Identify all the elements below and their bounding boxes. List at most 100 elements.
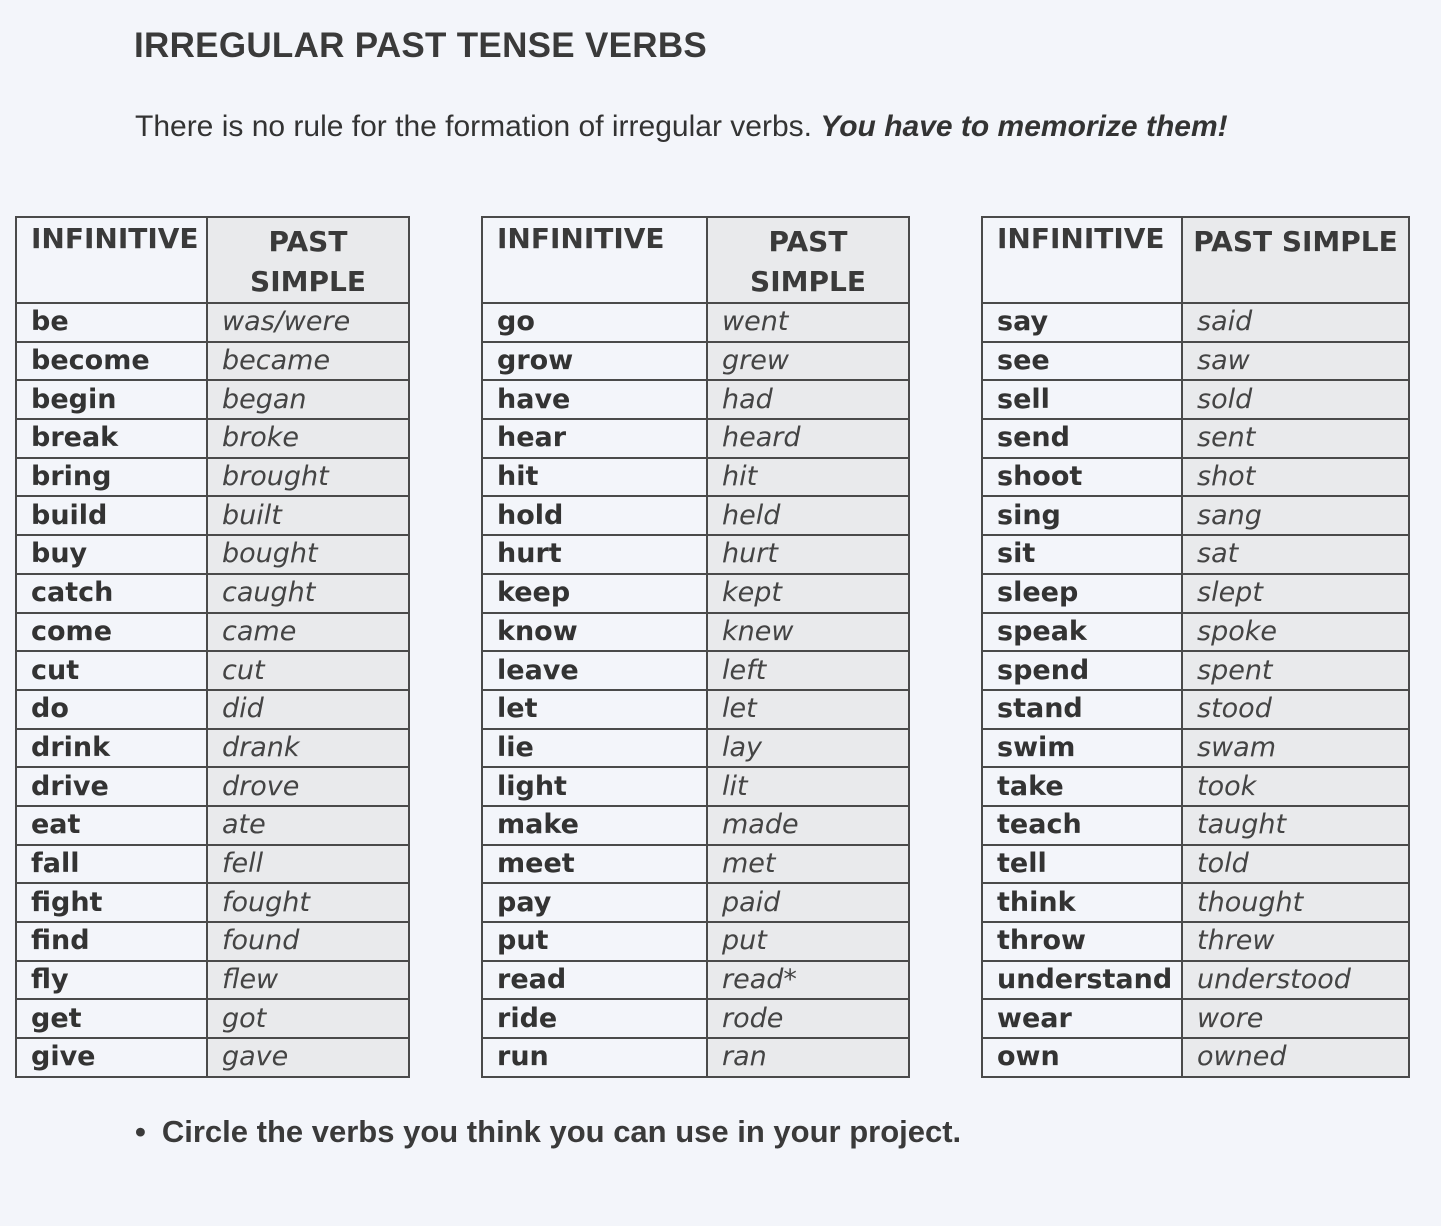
table-row: catch caught [15, 572, 410, 614]
bullet-icon: • [135, 1114, 146, 1149]
infinitive-cell: do [15, 688, 208, 730]
past-simple-cell: cut [206, 650, 410, 691]
infinitive-cell: own [981, 1037, 1183, 1078]
infinitive-cell: break [15, 418, 208, 459]
table-row: fight fought [15, 882, 410, 923]
infinitive-cell: hear [481, 418, 708, 459]
infinitive-cell: become [15, 340, 208, 382]
past-simple-cell: hurt [706, 534, 910, 575]
past-simple-cell: held [706, 495, 910, 537]
table-row: see saw [981, 340, 1410, 382]
table-row: sing sang [981, 495, 1410, 537]
page-title: IRREGULAR PAST TENSE VERBS [134, 26, 708, 65]
past-simple-cell: threw [1181, 921, 1410, 962]
infinitive-cell: hit [481, 456, 708, 498]
infinitive-cell: drink [15, 727, 208, 769]
table-row: begin began [15, 379, 410, 421]
intro-text: There is no rule for the formation of ir… [135, 110, 812, 143]
infinitive-cell: read [481, 959, 708, 1001]
header-past-simple: PAST SIMPLE [706, 216, 910, 304]
past-simple-cell: sold [1181, 379, 1410, 421]
infinitive-cell: sell [981, 379, 1183, 421]
intro-paragraph: There is no rule for the formation of ir… [135, 108, 1285, 146]
table-row: drink drank [15, 727, 410, 769]
table-row: understand understood [981, 959, 1410, 1001]
table-row: hurt hurt [481, 534, 910, 575]
table-row: run ran [481, 1037, 910, 1078]
infinitive-cell: know [481, 611, 708, 653]
past-simple-cell: broke [206, 418, 410, 459]
past-simple-cell: heard [706, 418, 910, 459]
past-simple-cell: told [1181, 843, 1410, 885]
table-row: pay paid [481, 882, 910, 923]
table-row: drive drove [15, 766, 410, 807]
past-simple-cell: read* [706, 959, 910, 1001]
infinitive-cell: make [481, 804, 708, 846]
past-simple-cell: took [1181, 766, 1410, 807]
infinitive-cell: shoot [981, 456, 1183, 498]
header-past-simple: PAST SIMPLE [1181, 216, 1410, 304]
past-simple-cell: stood [1181, 688, 1410, 730]
table-row: keep kept [481, 572, 910, 614]
infinitive-cell: fight [15, 882, 208, 923]
past-simple-cell: saw [1181, 340, 1410, 382]
table-row: buy bought [15, 534, 410, 575]
table-row: put put [481, 921, 910, 962]
infinitive-cell: sit [981, 534, 1183, 575]
instruction: • Circle the verbs you think you can use … [135, 1114, 961, 1150]
past-simple-cell: let [706, 688, 910, 730]
table-row: say said [981, 302, 1410, 343]
table-row: hear heard [481, 418, 910, 459]
header-row: INFINITIVE PAST SIMPLE [981, 216, 1410, 304]
infinitive-cell: come [15, 611, 208, 653]
header-row: INFINITIVE PAST SIMPLE [15, 216, 410, 304]
table-row: know knew [481, 611, 910, 653]
past-simple-cell: lay [706, 727, 910, 769]
table-row: stand stood [981, 688, 1410, 730]
table-row: spend spent [981, 650, 1410, 691]
infinitive-cell: build [15, 495, 208, 537]
infinitive-cell: ride [481, 998, 708, 1040]
past-simple-cell: thought [1181, 882, 1410, 923]
table-row: tell told [981, 843, 1410, 885]
past-simple-cell: lit [706, 766, 910, 807]
table-row: fall fell [15, 843, 410, 885]
table-row: read read* [481, 959, 910, 1001]
past-simple-cell: fell [206, 843, 410, 885]
infinitive-cell: take [981, 766, 1183, 807]
table-row: have had [481, 379, 910, 421]
table-row: light lit [481, 766, 910, 807]
infinitive-cell: put [481, 921, 708, 962]
past-simple-cell: hit [706, 456, 910, 498]
infinitive-cell: swim [981, 727, 1183, 769]
infinitive-cell: give [15, 1037, 208, 1078]
past-simple-cell: knew [706, 611, 910, 653]
table-row: leave left [481, 650, 910, 691]
table-row: send sent [981, 418, 1410, 459]
infinitive-cell: buy [15, 534, 208, 575]
table-row: throw threw [981, 921, 1410, 962]
table-row: let let [481, 688, 910, 730]
past-simple-cell: drove [206, 766, 410, 807]
past-simple-cell: caught [206, 572, 410, 614]
infinitive-cell: run [481, 1037, 708, 1078]
infinitive-cell: hurt [481, 534, 708, 575]
infinitive-cell: fall [15, 843, 208, 885]
past-simple-cell: bought [206, 534, 410, 575]
infinitive-cell: cut [15, 650, 208, 691]
past-simple-cell: made [706, 804, 910, 846]
infinitive-cell: spend [981, 650, 1183, 691]
past-simple-cell: slept [1181, 572, 1410, 614]
table-row: swim swam [981, 727, 1410, 769]
infinitive-cell: get [15, 998, 208, 1040]
past-simple-cell: kept [706, 572, 910, 614]
past-simple-cell: had [706, 379, 910, 421]
past-simple-cell: gave [206, 1037, 410, 1078]
table-row: sit sat [981, 534, 1410, 575]
table-row: wear wore [981, 998, 1410, 1040]
past-simple-cell: owned [1181, 1037, 1410, 1078]
past-simple-cell: put [706, 921, 910, 962]
header-infinitive: INFINITIVE [981, 216, 1183, 304]
infinitive-cell: have [481, 379, 708, 421]
past-simple-cell: fought [206, 882, 410, 923]
